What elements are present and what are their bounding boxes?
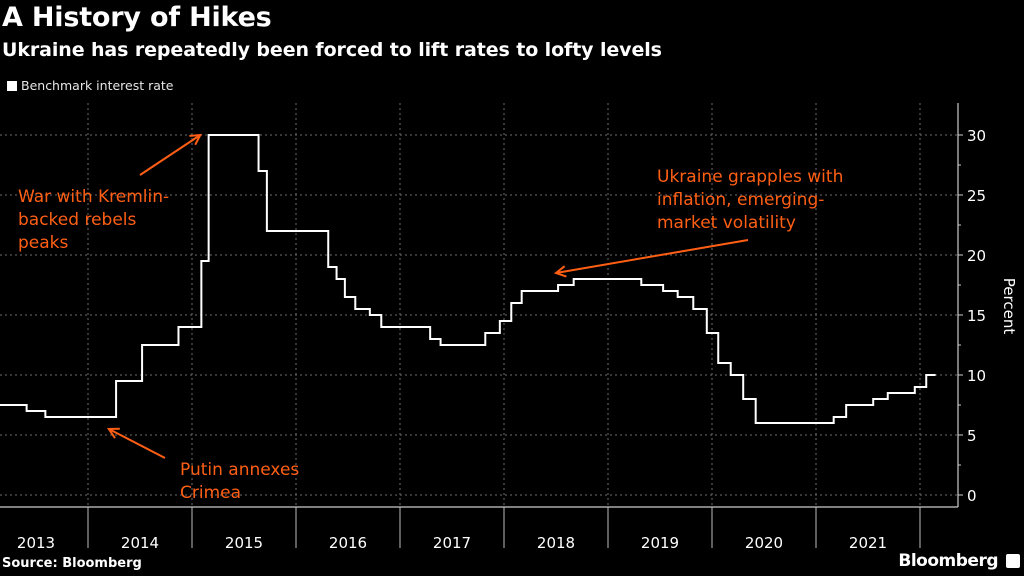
annotation-putin-arrow	[108, 428, 166, 459]
annotation-war-arrow	[139, 134, 201, 176]
annotation-war-text: peaks	[18, 233, 69, 253]
y-tick-label: 0	[967, 487, 977, 505]
x-tick-label: 2020	[745, 534, 783, 552]
x-tick-label: 2021	[849, 534, 887, 552]
x-tick-label: 2019	[641, 534, 679, 552]
annotation-inflation-text: market volatility	[657, 213, 796, 233]
annotation-inflation-text: inflation, emerging-	[657, 190, 824, 210]
y-tick-label: 15	[967, 307, 986, 325]
y-tick-label: 30	[967, 127, 986, 145]
bloomberg-chart-icon	[1006, 554, 1020, 568]
chart-title: A History of Hikes	[2, 2, 272, 33]
y-axis-label: Percent	[1000, 278, 1018, 335]
x-tick-label: 2018	[537, 534, 575, 552]
annotation-putin-text: Putin annexes	[180, 460, 299, 480]
chart-subtitle: Ukraine has repeatedly been forced to li…	[2, 39, 662, 61]
x-tick-label: 2015	[225, 534, 263, 552]
arrowhead-icon	[553, 265, 567, 278]
annotation-war-text: backed rebels	[18, 210, 136, 230]
y-tick-label: 20	[967, 247, 986, 265]
y-tick-label: 25	[967, 187, 986, 205]
y-tick-label: 5	[967, 427, 977, 445]
x-tick-label: 2013	[17, 534, 55, 552]
brand-logo: Bloomberg	[898, 551, 998, 571]
rate-line	[0, 134, 936, 424]
arrowhead-icon	[189, 133, 203, 146]
legend-swatch	[7, 80, 17, 91]
x-tick-label: 2017	[433, 534, 471, 552]
x-tick-label: 2016	[329, 534, 367, 552]
source-label: Source: Bloomberg	[2, 556, 142, 571]
annotation-war-text: War with Kremlin-	[18, 187, 169, 207]
annotation-inflation-arrow	[555, 239, 749, 274]
legend: Benchmark interest rate	[7, 78, 174, 93]
y-tick-label: 10	[967, 367, 986, 385]
arrowhead-icon	[106, 427, 120, 439]
legend-label: Benchmark interest rate	[21, 78, 174, 93]
annotation-inflation-text: Ukraine grapples with	[657, 167, 843, 187]
x-tick-label: 2014	[121, 534, 159, 552]
annotation-putin-text: Crimea	[180, 483, 241, 503]
